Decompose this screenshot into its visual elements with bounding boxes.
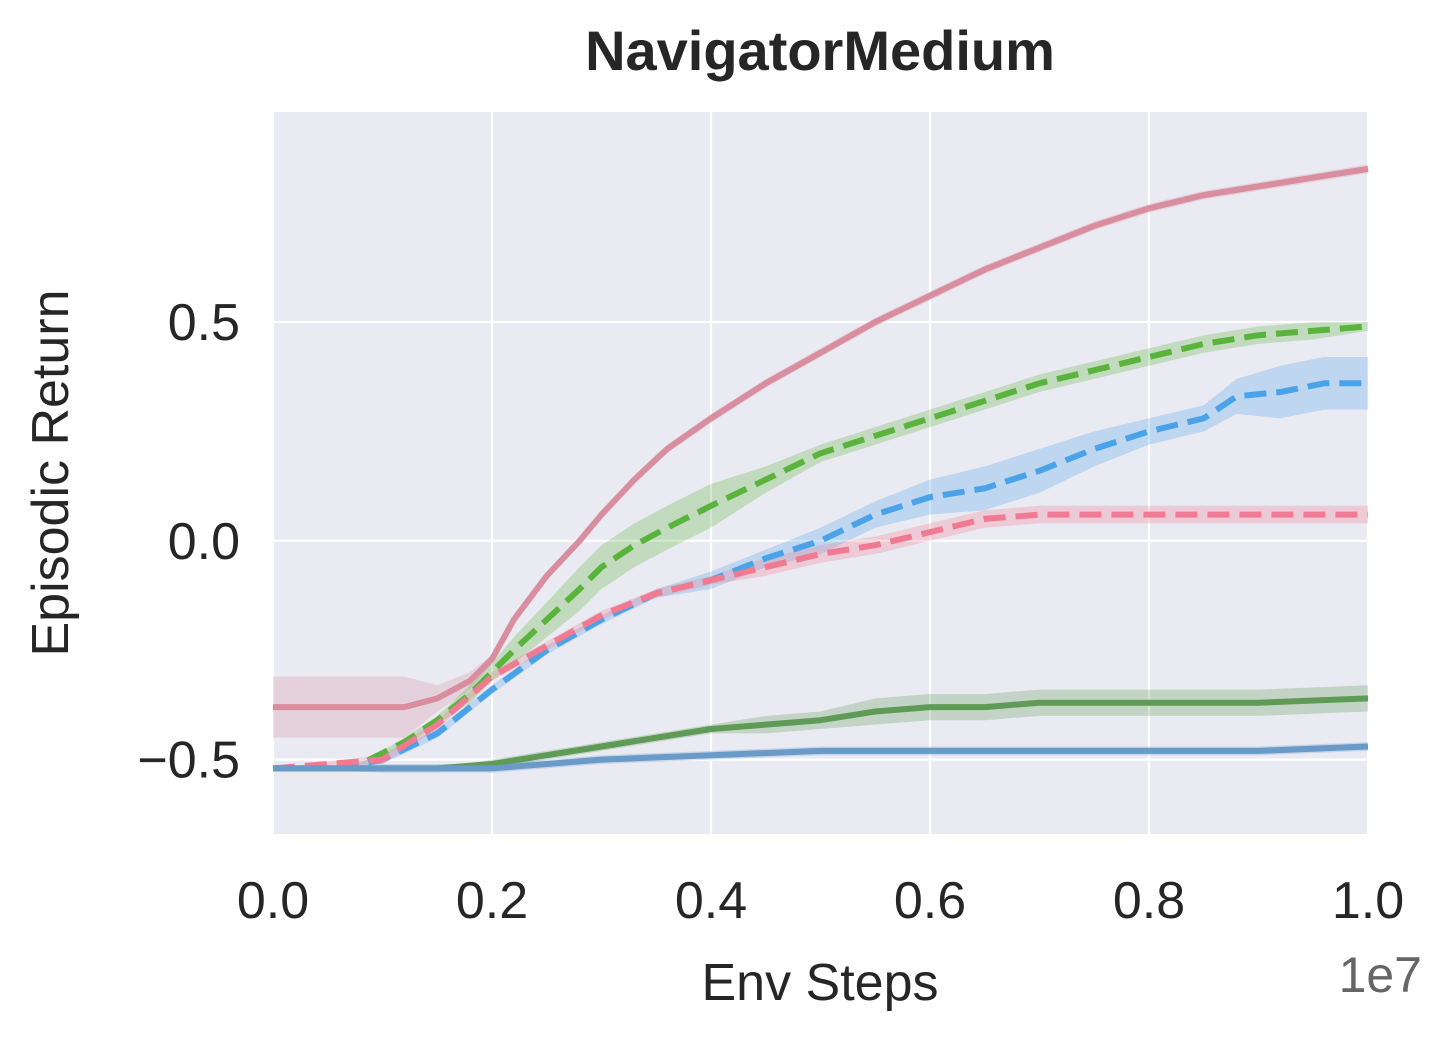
y-tick-label: −0.5	[137, 732, 240, 790]
x-tick-label: 0.4	[675, 872, 747, 930]
x-tick-label: 0.8	[1113, 872, 1185, 930]
series-1-line	[273, 165, 1369, 711]
x-tick-label: 0.6	[894, 872, 966, 930]
series-2-line	[273, 323, 1369, 772]
y-tick-labels: −0.5 0.0 0.5	[137, 294, 240, 790]
series-lines	[272, 165, 1369, 772]
x-tick-label: 0.2	[456, 872, 528, 930]
plot-background	[273, 112, 1368, 834]
x-tick-label: 0.0	[237, 872, 309, 930]
y-axis-label: Episodic Return	[22, 289, 80, 656]
chart-title: NavigatorMedium	[585, 19, 1055, 82]
series-5-band	[273, 685, 1368, 769]
series-3-line	[273, 380, 1368, 772]
grid-lines	[271, 112, 1370, 834]
x-tick-label: 1.0	[1332, 872, 1404, 930]
series-4-band	[273, 505, 1368, 769]
y-tick-label: 0.0	[168, 513, 240, 571]
x-tick-labels: 0.0 0.2 0.4 0.6 0.8 1.0	[237, 872, 1404, 930]
y-tick-label: 0.5	[168, 294, 240, 352]
series-6-line	[273, 743, 1369, 772]
series-1-band	[273, 164, 1368, 738]
series-3-band	[273, 357, 1368, 769]
x-offset-label: 1e7	[1339, 947, 1422, 1003]
series-4-line	[272, 511, 1368, 772]
x-axis-label: Env Steps	[701, 954, 938, 1012]
